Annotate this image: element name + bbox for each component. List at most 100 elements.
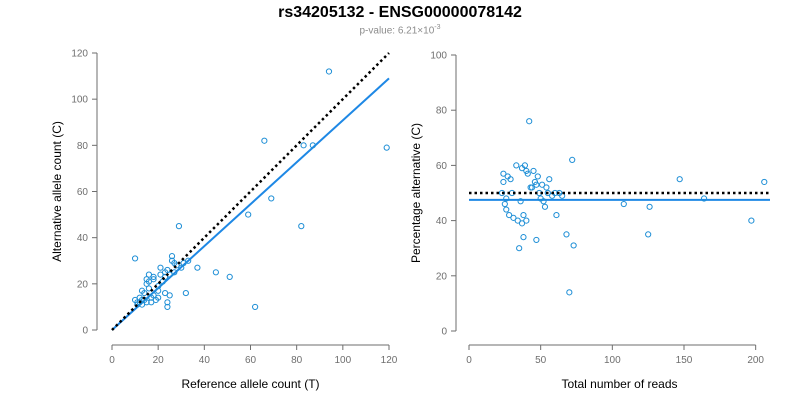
fit-line: [111, 77, 390, 331]
figure-subtitle: p-value: 6.21×10-3: [0, 24, 800, 36]
data-point: [500, 178, 507, 186]
y-axis-label: Alternative allele count (C): [50, 121, 64, 262]
right-scatter-panel: 0 50 100 150 200 0 20 40 60 80 100 Total number of …: [409, 51, 770, 391]
subtitle-prefix: p-value: 6.21×10: [359, 25, 435, 37]
left-scatter-panel: 0 20 40 60 80 100 120 0 20 40 60 80 100 120 Reference …: [50, 49, 398, 392]
y-tick-label: 60: [77, 187, 89, 198]
x-tick-label: 40: [199, 355, 211, 366]
y-tick-label: 80: [436, 106, 448, 117]
data-point: [298, 223, 305, 230]
y-tick-label: 60: [436, 161, 448, 172]
data-point: [520, 211, 527, 219]
y-axis-label: Percentage alternative (C): [409, 123, 423, 263]
data-point: [141, 289, 148, 297]
data-point: [212, 269, 219, 276]
data-point: [541, 203, 549, 210]
data-point: [526, 118, 533, 125]
data-point: [150, 273, 157, 281]
data-point: [524, 170, 531, 177]
y-tick-label: 0: [441, 327, 447, 338]
data-point: [546, 176, 553, 183]
data-point: [309, 142, 316, 149]
data-point: [500, 170, 507, 177]
data-point: [569, 156, 576, 163]
x-axis-label: Reference allele count (T): [181, 377, 319, 391]
data-point: [503, 206, 510, 213]
data-point: [540, 198, 547, 205]
data-point: [194, 264, 201, 271]
data-point: [510, 214, 517, 221]
data-point: [383, 144, 390, 151]
data-point: [530, 167, 537, 175]
data-point: [145, 285, 153, 292]
data-point: [620, 200, 627, 208]
x-tick-label: 80: [291, 355, 303, 366]
x-tick-label: 0: [109, 355, 115, 366]
data-point: [544, 189, 551, 197]
data-point: [325, 68, 333, 75]
data-point: [268, 195, 275, 202]
subtitle-exponent: -3: [434, 24, 441, 31]
x-tick-label: 150: [676, 355, 693, 366]
x-tick-label: 20: [153, 355, 165, 366]
y-tick-label: 80: [77, 141, 89, 152]
data-point: [761, 178, 768, 186]
data-point: [300, 142, 307, 149]
data-point: [533, 236, 540, 244]
data-point: [646, 203, 653, 210]
figure-title: rs34205132 - ENSG00000078142: [278, 4, 522, 21]
y-tick-label: 40: [436, 216, 448, 227]
y-tick-label: 20: [436, 271, 448, 282]
data-point: [533, 181, 540, 188]
data-point: [157, 264, 164, 271]
data-point: [182, 289, 189, 297]
data-point: [559, 192, 566, 199]
x-tick-label: 100: [604, 355, 621, 366]
data-point: [563, 231, 570, 238]
data-point: [516, 245, 523, 252]
data-point: [155, 294, 162, 301]
data-point: [506, 211, 513, 219]
data-point: [131, 255, 139, 262]
data-point: [171, 269, 178, 276]
data-point: [553, 211, 560, 219]
data-point: [534, 173, 541, 180]
data-point: [566, 289, 573, 296]
data-point: [168, 253, 176, 260]
data-point: [523, 217, 530, 224]
data-point: [507, 176, 514, 183]
data-point: [520, 234, 527, 241]
x-axis-label: Total number of reads: [561, 377, 677, 391]
data-point: [185, 257, 192, 264]
y-tick-label: 100: [71, 95, 88, 106]
data-point: [517, 198, 524, 205]
data-point: [498, 189, 506, 197]
y-tick-label: 20: [77, 279, 89, 290]
x-tick-label: 100: [334, 355, 351, 366]
data-point: [700, 195, 708, 202]
data-point: [521, 162, 529, 169]
data-point: [166, 292, 173, 299]
data-point: [543, 184, 550, 191]
data-point: [645, 231, 652, 238]
data-point: [150, 276, 157, 283]
data-point: [164, 303, 171, 311]
x-tick-label: 0: [466, 355, 472, 366]
reference-line: [111, 52, 390, 331]
x-tick-label: 120: [381, 355, 398, 366]
y-tick-label: 40: [77, 233, 89, 244]
data-point: [676, 176, 683, 183]
data-point: [175, 223, 183, 230]
x-tick-label: 60: [245, 355, 257, 366]
x-tick-label: 50: [535, 355, 547, 366]
data-point: [226, 273, 233, 281]
data-point: [539, 181, 546, 188]
x-tick-label: 200: [747, 355, 764, 366]
data-point: [501, 200, 508, 208]
y-tick-label: 120: [71, 49, 88, 60]
data-point: [503, 195, 510, 202]
data-point: [143, 299, 150, 306]
data-point: [245, 211, 252, 218]
data-point: [518, 220, 526, 227]
